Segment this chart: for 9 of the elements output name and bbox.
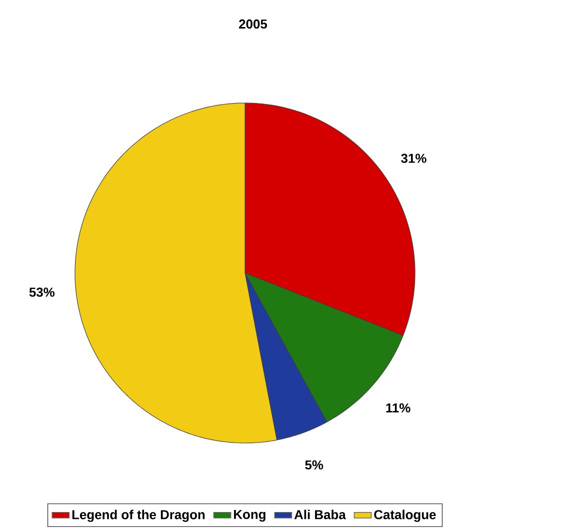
legend-label: Catalogue (374, 510, 436, 522)
legend-label: Kong (234, 510, 266, 522)
data-label: 5% (305, 460, 324, 470)
legend-label: Ali Baba (294, 510, 346, 520)
data-label: 11% (386, 403, 410, 412)
legend-label: Legend of the Dragon (72, 510, 205, 522)
data-label: 31% (401, 154, 426, 163)
chart-title: 2005 (239, 19, 268, 29)
data-label: 53% (29, 288, 55, 297)
